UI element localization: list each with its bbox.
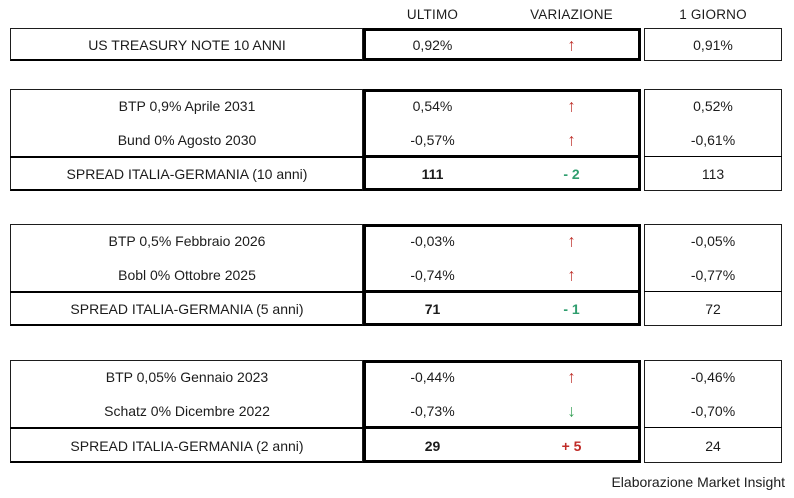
spread-divider xyxy=(644,291,782,292)
ultimo-value: -0,44% xyxy=(410,369,455,386)
spread-giorno-value: 24 xyxy=(705,437,721,454)
spread-divider xyxy=(10,156,363,158)
trend-arrow-icon: ↑ xyxy=(567,35,576,54)
giorno-value: -0,05% xyxy=(690,233,736,249)
spread-ultimo-value: 111 xyxy=(421,166,444,182)
table-section-10-anni: BTP 0,9% Aprile 2031 0,54% ↑ 0,52% Bund … xyxy=(10,89,782,191)
ultimo-variazione-frame xyxy=(363,28,641,61)
spread-divider xyxy=(363,290,641,293)
giorno-value: 0,52% xyxy=(693,98,733,114)
giorno-value: -0,77% xyxy=(690,267,736,283)
spread-divider xyxy=(363,426,641,429)
spread-divider xyxy=(363,155,641,158)
spread-change-value: - 1 xyxy=(563,301,580,317)
spread-label: SPREAD ITALIA-GERMANIA (5 anni) xyxy=(70,301,304,317)
label-column-frame xyxy=(10,360,363,463)
ultimo-variazione-frame xyxy=(363,224,641,326)
giorno-value: -0,61% xyxy=(690,132,736,148)
trend-arrow-icon: ↓ xyxy=(567,401,576,421)
spread-giorno-value: 113 xyxy=(701,166,725,182)
ultimo-value: -0,03% xyxy=(410,233,455,249)
spread-giorno-value: 72 xyxy=(705,301,721,317)
label-column-frame xyxy=(10,224,363,326)
giorno-value: -0,70% xyxy=(690,403,736,420)
giorno-column-frame xyxy=(644,224,782,326)
column-header-variazione: VARIAZIONE xyxy=(530,7,613,22)
instrument-label: BTP 0,5% Febbraio 2026 xyxy=(108,233,266,249)
spread-divider xyxy=(10,291,363,293)
label-column-frame xyxy=(10,89,363,191)
table-row: Bund 0% Agosto 2030 -0,57% ↑ -0,61% xyxy=(10,123,782,157)
trend-arrow-icon: ↑ xyxy=(567,130,576,150)
trend-arrow-icon: ↑ xyxy=(567,367,576,387)
table-row: BTP 0,5% Febbraio 2026 -0,03% ↑ -0,05% xyxy=(10,224,782,258)
spread-divider xyxy=(10,427,363,429)
instrument-label: Schatz 0% Dicembre 2022 xyxy=(104,403,270,420)
spread-row: SPREAD ITALIA-GERMANIA (2 anni) 29 + 5 2… xyxy=(10,429,782,463)
giorno-value: -0,46% xyxy=(690,369,736,386)
spread-change-value: - 2 xyxy=(563,166,580,182)
table-section-us-treasury: US TREASURY NOTE 10 ANNI 0,92% ↑ 0,91% xyxy=(10,28,782,61)
table-row: BTP 0,9% Aprile 2031 0,54% ↑ 0,52% xyxy=(10,89,782,123)
ultimo-value: 0,92% xyxy=(412,36,453,53)
giorno-value: 0,91% xyxy=(693,36,733,53)
table-row: US TREASURY NOTE 10 ANNI 0,92% ↑ 0,91% xyxy=(10,28,782,61)
trend-arrow-icon: ↑ xyxy=(567,231,576,251)
spread-row: SPREAD ITALIA-GERMANIA (5 anni) 71 - 1 7… xyxy=(10,292,782,326)
table-row: BTP 0,05% Gennaio 2023 -0,44% ↑ -0,46% xyxy=(10,360,782,394)
spread-ultimo-value: 71 xyxy=(424,301,441,317)
label-column-frame xyxy=(10,28,363,61)
table-section-2-anni: BTP 0,05% Gennaio 2023 -0,44% ↑ -0,46% S… xyxy=(10,360,782,463)
ultimo-variazione-frame xyxy=(363,360,641,463)
instrument-label: BTP 0,9% Aprile 2031 xyxy=(118,98,256,114)
spread-divider xyxy=(644,427,782,428)
spread-change-value: + 5 xyxy=(561,437,582,454)
spread-ultimo-value: 29 xyxy=(424,437,441,454)
instrument-label: US TREASURY NOTE 10 ANNI xyxy=(88,36,286,53)
ultimo-variazione-frame xyxy=(363,89,641,191)
giorno-column-frame xyxy=(644,89,782,191)
ultimo-value: -0,74% xyxy=(410,267,455,283)
table-row: Bobl 0% Ottobre 2025 -0,74% ↑ -0,77% xyxy=(10,258,782,292)
giorno-column-frame xyxy=(644,28,782,61)
trend-arrow-icon: ↑ xyxy=(567,265,576,285)
instrument-label: Bobl 0% Ottobre 2025 xyxy=(118,267,256,283)
trend-arrow-icon: ↑ xyxy=(567,96,576,116)
column-header-ultimo: ULTIMO xyxy=(406,7,459,22)
ultimo-value: -0,57% xyxy=(410,132,455,148)
source-credit: Elaborazione Market Insight xyxy=(611,474,785,490)
ultimo-value: -0,73% xyxy=(410,403,455,420)
instrument-label: BTP 0,05% Gennaio 2023 xyxy=(105,369,269,386)
table-section-5-anni: BTP 0,5% Febbraio 2026 -0,03% ↑ -0,05% B… xyxy=(10,224,782,326)
ultimo-value: 0,54% xyxy=(412,98,453,114)
table-row: Schatz 0% Dicembre 2022 -0,73% ↓ -0,70% xyxy=(10,394,782,428)
spread-label: SPREAD ITALIA-GERMANIA (2 anni) xyxy=(70,437,304,454)
spread-divider xyxy=(644,156,782,157)
spread-row: SPREAD ITALIA-GERMANIA (10 anni) 111 - 2… xyxy=(10,157,782,191)
instrument-label: Bund 0% Agosto 2030 xyxy=(117,132,257,148)
column-header-1-giorno: 1 GIORNO xyxy=(679,7,747,22)
spread-label: SPREAD ITALIA-GERMANIA (10 anni) xyxy=(66,166,308,182)
giorno-column-frame xyxy=(644,360,782,463)
